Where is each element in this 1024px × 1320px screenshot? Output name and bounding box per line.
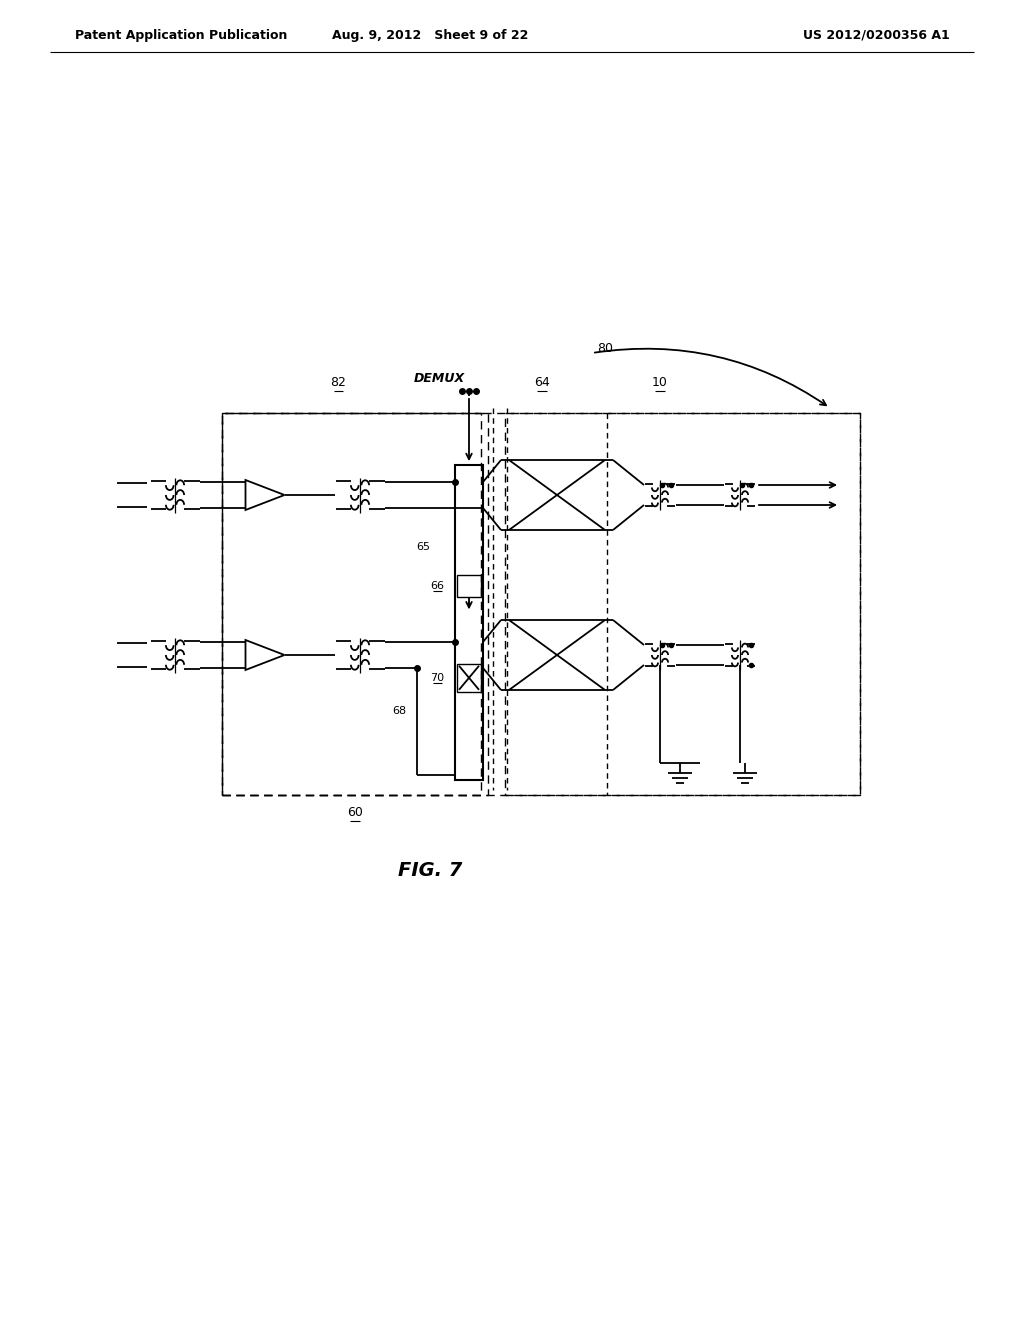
Text: 82: 82 [331, 376, 346, 389]
Text: US 2012/0200356 A1: US 2012/0200356 A1 [803, 29, 950, 41]
Text: FIG. 7: FIG. 7 [397, 861, 462, 879]
Text: 65: 65 [416, 543, 430, 552]
Bar [222, 413, 488, 795]
Text: 10: 10 [652, 376, 668, 389]
Text: DEMUX: DEMUX [414, 372, 465, 385]
Text: 68: 68 [392, 706, 407, 715]
Bar [457, 664, 481, 692]
Text: 64: 64 [535, 376, 550, 389]
Text: Aug. 9, 2012   Sheet 9 of 22: Aug. 9, 2012 Sheet 9 of 22 [332, 29, 528, 41]
Bar [222, 413, 860, 795]
Bar [505, 413, 860, 795]
Bar [222, 413, 481, 795]
Text: Patent Application Publication: Patent Application Publication [75, 29, 288, 41]
Text: 66: 66 [430, 581, 444, 591]
Text: 70: 70 [430, 673, 444, 682]
Bar [455, 465, 483, 780]
Text: 60: 60 [347, 807, 362, 820]
Bar [457, 576, 481, 597]
Text: 80: 80 [597, 342, 613, 355]
